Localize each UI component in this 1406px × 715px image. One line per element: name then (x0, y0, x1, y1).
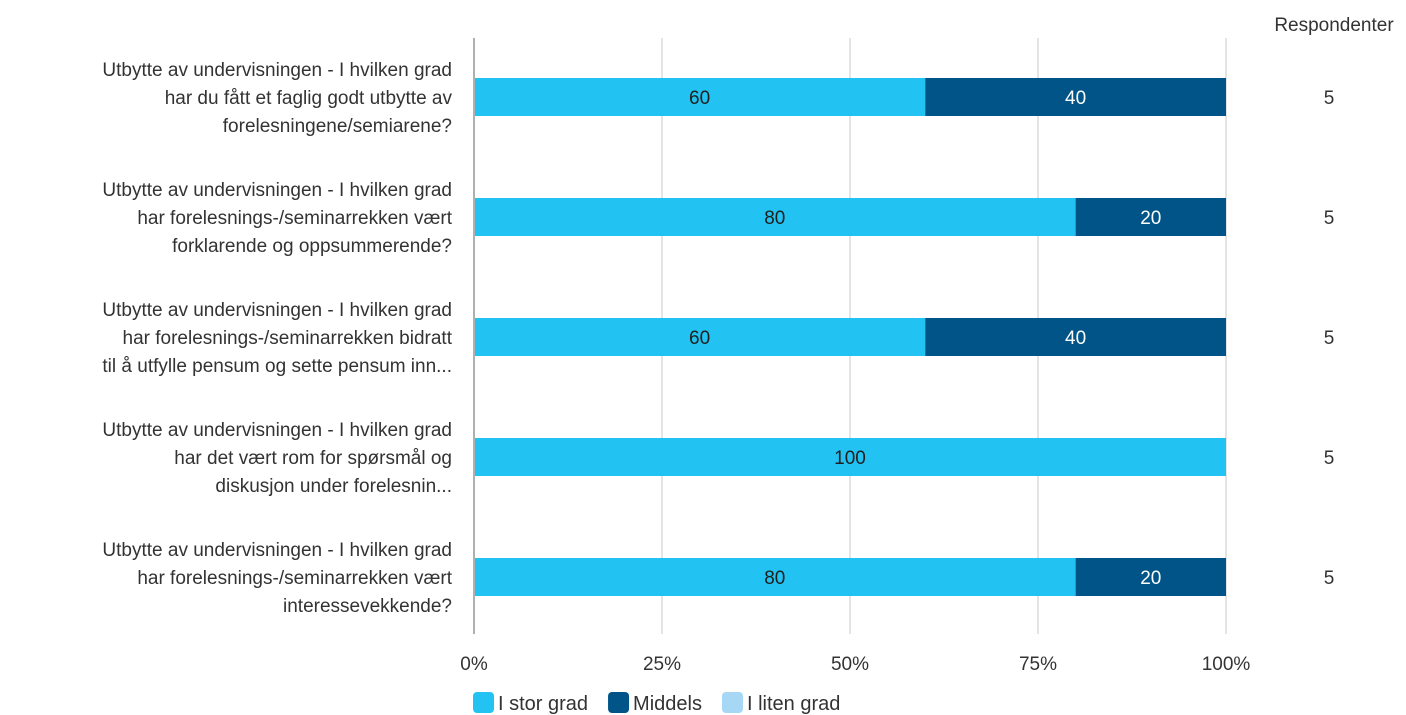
respondent-count: 5 (1324, 328, 1335, 349)
category-label: Utbytte av undervisningen - I hvilken gr… (102, 300, 452, 377)
bar-segment (474, 198, 1076, 236)
bar-segment (1075, 558, 1226, 596)
legend-label: Middels (633, 693, 702, 715)
data-label: 60 (689, 328, 710, 349)
data-label: 100 (834, 448, 866, 469)
category-label: Utbytte av undervisningen - I hvilken gr… (102, 540, 452, 617)
respondent-count: 5 (1324, 568, 1335, 589)
bar-segment (1075, 198, 1226, 236)
bar-segment (925, 78, 1226, 116)
bar-segment (474, 78, 926, 116)
respondents-values: 5 5 5 5 5 (1324, 88, 1335, 589)
x-tick-label: 50% (831, 654, 869, 675)
data-label: 40 (1065, 328, 1086, 349)
data-label: 80 (764, 568, 785, 589)
legend-swatch (473, 692, 494, 713)
data-label: 40 (1065, 88, 1086, 109)
legend-swatch (721, 692, 743, 713)
data-label: 80 (764, 208, 785, 229)
data-label: 20 (1140, 208, 1161, 229)
x-tick-labels: 0% 25% 50% 75% 100% (460, 654, 1250, 675)
bar-segment (925, 318, 1226, 356)
bars: 60 40 80 20 60 40 100 80 20 (474, 78, 1226, 596)
data-label: 60 (689, 88, 710, 109)
bar-segment (474, 558, 1076, 596)
x-tick-label: 25% (643, 654, 681, 675)
legend-label: I liten grad (747, 693, 840, 715)
bar-segment (474, 438, 1226, 476)
respondent-count: 5 (1324, 208, 1335, 229)
respondent-count: 5 (1324, 448, 1335, 469)
legend: I stor grad Middels I liten grad (473, 692, 840, 715)
category-label: Utbytte av undervisningen - I hvilken gr… (102, 420, 452, 497)
x-tick-label: 100% (1202, 654, 1251, 675)
bar-segment (474, 318, 926, 356)
legend-swatch (608, 692, 630, 713)
category-labels: Utbytte av undervisningen - I hvilken gr… (102, 60, 452, 617)
respondents-header: Respondenter (1274, 15, 1394, 36)
respondent-count: 5 (1324, 88, 1335, 109)
x-tick-label: 0% (460, 654, 488, 675)
category-label: Utbytte av undervisningen - I hvilken gr… (102, 180, 452, 257)
legend-label: I stor grad (498, 693, 588, 715)
category-label: Utbytte av undervisningen - I hvilken gr… (102, 60, 452, 137)
data-label: 20 (1140, 568, 1161, 589)
x-tick-label: 75% (1019, 654, 1057, 675)
